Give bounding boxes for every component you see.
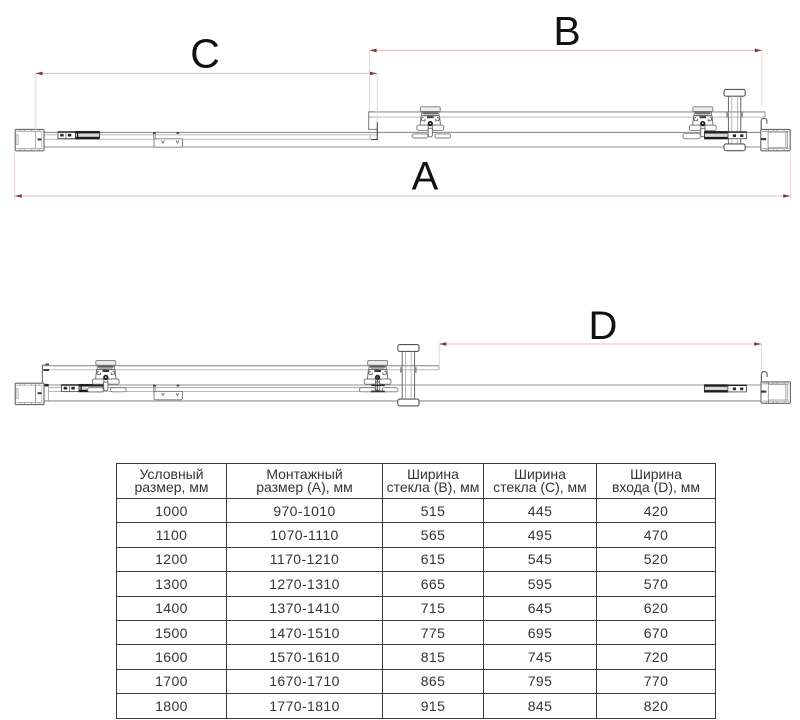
svg-text:C: C <box>190 31 220 77</box>
svg-text:A: A <box>412 155 439 199</box>
svg-text:B: B <box>553 8 580 54</box>
svg-text:D: D <box>589 304 618 348</box>
